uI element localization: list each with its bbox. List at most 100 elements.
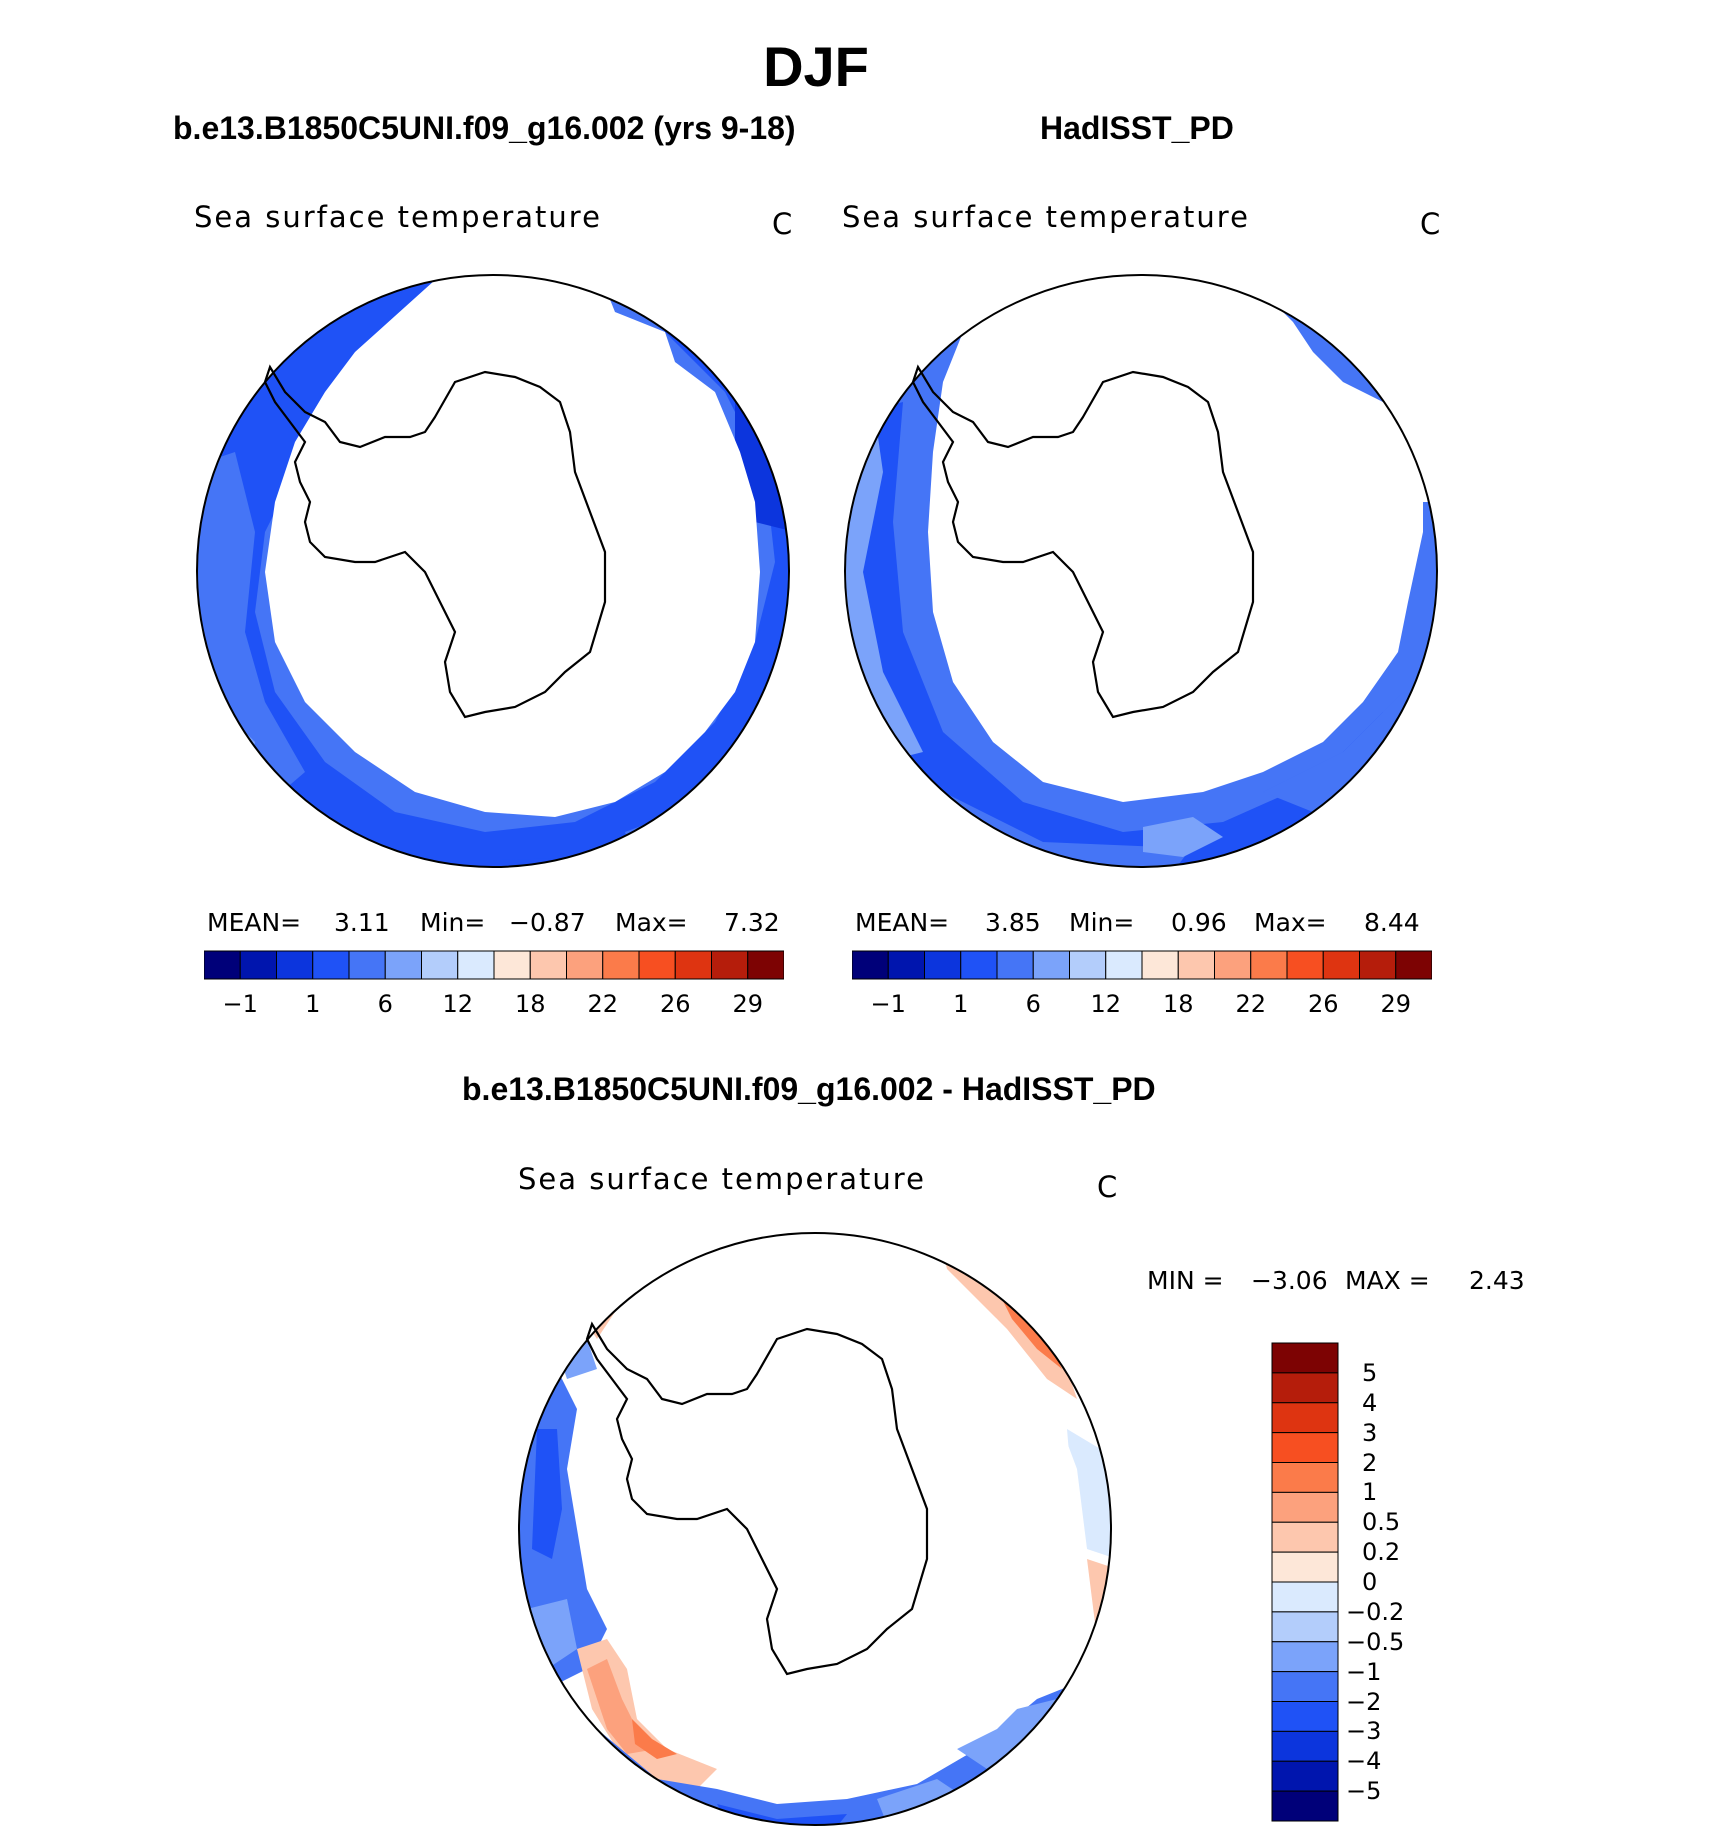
diff-colorbar-swatch (1271, 1432, 1339, 1464)
left-polar-map (196, 274, 790, 868)
right-variable-label: Sea surface temperature (842, 200, 1250, 234)
left-colorbar (204, 950, 784, 980)
diff-colorbar (1271, 1342, 1339, 1822)
diff-units-label: C (1097, 1170, 1120, 1204)
left-colorbar-swatch (747, 950, 784, 980)
diff-colorbar-tick-label: 2 (1362, 1448, 1378, 1477)
right-mean-label: MEAN= (855, 908, 950, 937)
right-colorbar-swatch (1105, 950, 1143, 980)
diff-colorbar-swatch (1271, 1641, 1339, 1673)
left-colorbar-tick-label: 12 (442, 990, 474, 1018)
left-colorbar-swatch (276, 950, 314, 980)
left-colorbar-swatch (312, 950, 350, 980)
diff-colorbar-tick-label: −0.5 (1346, 1627, 1405, 1656)
left-max-value: 7.32 (724, 908, 780, 937)
diff-colorbar-swatch (1271, 1491, 1339, 1523)
right-colorbar-swatch (887, 950, 925, 980)
right-colorbar-swatch (996, 950, 1034, 980)
diff-variable-label: Sea surface temperature (518, 1162, 926, 1196)
left-colorbar-swatch (529, 950, 567, 980)
right-colorbar-swatch (960, 950, 998, 980)
season-title: DJF (763, 35, 869, 98)
left-colorbar-swatch (239, 950, 277, 980)
right-colorbar-swatch (1359, 950, 1397, 980)
right-min-value: 0.96 (1171, 908, 1227, 937)
left-colorbar-swatch (566, 950, 604, 980)
left-colorbar-swatch (204, 950, 241, 980)
left-colorbar-tick-label: 26 (659, 990, 691, 1018)
diff-ice-region (597, 1239, 1087, 1774)
right-antarctica-outline (911, 364, 1255, 719)
right-ice-region (928, 275, 1423, 802)
right-mean-value: 3.85 (985, 908, 1041, 937)
right-colorbar-swatch (1214, 950, 1252, 980)
left-colorbar-swatch (674, 950, 712, 980)
diff-colorbar-tick-label: 0.5 (1362, 1508, 1401, 1537)
left-colorbar-swatch (638, 950, 676, 980)
left-colorbar-swatch (602, 950, 640, 980)
right-colorbar-swatch (924, 950, 962, 980)
right-colorbar-swatch (1250, 950, 1288, 980)
left-ice-region (265, 275, 760, 817)
right-colorbar-ticks: −1 1 6 12 18 22 26 29 (852, 990, 1432, 1020)
diff-colorbar-tick-label: −2 (1346, 1687, 1382, 1716)
right-polar-map (844, 274, 1438, 868)
right-colorbar-swatch (1286, 950, 1324, 980)
diff-max-value: 2.43 (1469, 1266, 1525, 1295)
left-colorbar-ticks: −1 1 6 12 18 22 26 29 (204, 990, 784, 1020)
diff-colorbar-swatch (1271, 1372, 1339, 1404)
diff-colorbar-swatch (1271, 1342, 1339, 1374)
diff-colorbar-tick-label: −5 (1346, 1777, 1382, 1806)
left-antarctica-outline (263, 364, 607, 719)
diff-colorbar-tick-label: 1 (1362, 1478, 1378, 1507)
right-colorbar-swatch (852, 950, 889, 980)
diff-colorbar-swatch (1271, 1521, 1339, 1553)
left-mean-value: 3.11 (334, 908, 390, 937)
diff-colorbar-tick-label: 3 (1362, 1418, 1378, 1447)
right-colorbar-swatch (1069, 950, 1107, 980)
right-colorbar-tick-label: 12 (1090, 990, 1122, 1018)
right-colorbar-tick-label: 29 (1380, 990, 1412, 1018)
left-colorbar-swatch (493, 950, 531, 980)
diff-colorbar-tick-label: 0.2 (1362, 1538, 1401, 1567)
left-colorbar-swatch (421, 950, 459, 980)
right-max-value: 8.44 (1364, 908, 1420, 937)
right-colorbar-swatch (1177, 950, 1215, 980)
diff-colorbar-tick-label: −0.2 (1346, 1597, 1405, 1626)
right-units-label: C (1420, 207, 1443, 241)
right-colorbar-tick-label: 18 (1162, 990, 1194, 1018)
left-min-value: −0.87 (509, 908, 586, 937)
left-colorbar-tick-label: −1 (222, 990, 258, 1018)
left-max-label: Max= (615, 908, 688, 937)
diff-colorbar-swatch (1271, 1462, 1339, 1493)
left-colorbar-swatch (711, 950, 749, 980)
diff-colorbar-tick-label: −1 (1346, 1657, 1382, 1686)
diff-colorbar-swatch (1271, 1760, 1339, 1792)
diff-panel-case-title: b.e13.B1850C5UNI.f09_g16.002 - HadISST_P… (462, 1071, 1156, 1107)
left-colorbar-tick-label: 1 (305, 990, 321, 1018)
diff-colorbar-swatch (1271, 1402, 1339, 1434)
right-max-label: Max= (1254, 908, 1327, 937)
left-colorbar-swatch (348, 950, 386, 980)
left-variable-label: Sea surface temperature (194, 200, 602, 234)
diff-min-label: MIN = (1147, 1266, 1224, 1295)
diff-colorbar-swatch (1271, 1581, 1339, 1613)
left-panel-case-title: b.e13.B1850C5UNI.f09_g16.002 (yrs 9-18) (173, 110, 796, 146)
diff-max-label: MAX = (1345, 1266, 1430, 1295)
right-colorbar-swatch (1395, 950, 1432, 980)
diff-colorbar-tick-label: 4 (1362, 1388, 1378, 1417)
left-colorbar-tick-label: 29 (732, 990, 764, 1018)
diff-colorbar-tick-label: −4 (1346, 1747, 1382, 1776)
left-map-border (196, 274, 790, 868)
diff-colorbar-ticks: 5 4 3 2 1 0.5 0.2 0 −0.2 −0.5 −1 −2 −3 −4 −5 (1346, 1342, 1456, 1822)
left-mean-label: MEAN= (207, 908, 302, 937)
right-colorbar-tick-label: 6 (1025, 990, 1041, 1018)
diff-colorbar-swatch (1271, 1701, 1339, 1732)
left-colorbar-tick-label: 22 (587, 990, 619, 1018)
left-colorbar-swatch (384, 950, 422, 980)
left-colorbar-tick-label: 18 (514, 990, 546, 1018)
right-map-border (844, 274, 1438, 868)
right-colorbar-tick-label: −1 (870, 990, 906, 1018)
diff-colorbar-tick-label: 5 (1362, 1358, 1378, 1387)
right-min-label: Min= (1069, 908, 1135, 937)
